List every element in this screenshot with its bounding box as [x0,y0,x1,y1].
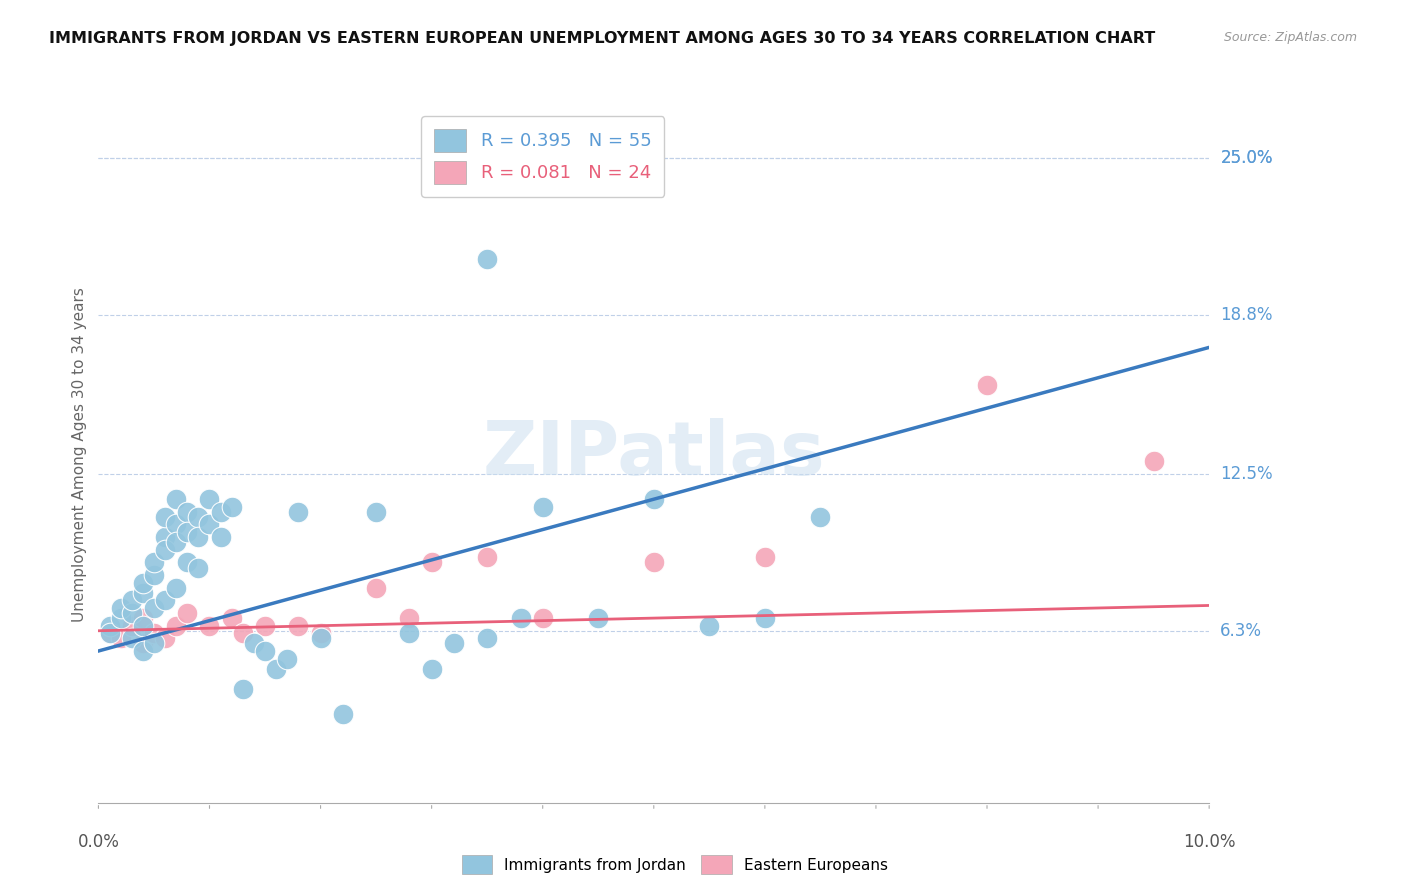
Point [187,509,209,524]
Point [287,505,309,519]
Point [198,492,221,507]
Point [588,611,610,625]
Point [976,378,998,392]
Point [121,618,143,632]
Point [187,560,209,574]
Point [121,593,143,607]
Point [121,632,143,646]
Point [243,636,266,650]
Point [699,618,721,632]
Point [176,556,198,570]
Point [221,500,243,514]
Point [153,593,176,607]
Point [198,618,221,632]
Point [209,505,232,519]
Point [143,568,166,582]
Point [420,662,443,676]
Legend: Immigrants from Jordan, Eastern Europeans: Immigrants from Jordan, Eastern European… [456,849,894,880]
Point [754,550,776,565]
Point [132,575,155,590]
Point [332,707,354,722]
Point [398,611,420,625]
Text: 10.0%: 10.0% [1182,833,1236,851]
Text: 25.0%: 25.0% [1220,149,1272,167]
Point [643,492,665,507]
Point [475,252,499,266]
Point [276,651,298,665]
Point [232,681,254,696]
Point [366,505,388,519]
Text: 25.0%: 25.0% [1220,149,1272,167]
Point [643,556,665,570]
Point [98,626,121,640]
Point [165,492,187,507]
Point [98,626,121,640]
Point [253,618,276,632]
Point [443,636,465,650]
Point [309,626,332,640]
Point [475,632,499,646]
Point [264,662,287,676]
Point [420,556,443,570]
Text: IMMIGRANTS FROM JORDAN VS EASTERN EUROPEAN UNEMPLOYMENT AMONG AGES 30 TO 34 YEAR: IMMIGRANTS FROM JORDAN VS EASTERN EUROPE… [49,31,1156,46]
Text: Source: ZipAtlas.com: Source: ZipAtlas.com [1223,31,1357,45]
Text: 6.3%: 6.3% [1220,622,1263,640]
Y-axis label: Unemployment Among Ages 30 to 34 years: Unemployment Among Ages 30 to 34 years [72,287,87,623]
Point [309,632,332,646]
Legend: R = 0.395   N = 55, R = 0.081   N = 24: R = 0.395 N = 55, R = 0.081 N = 24 [422,116,664,197]
Text: 0.0%: 0.0% [77,833,120,851]
Point [153,509,176,524]
Point [153,632,176,646]
Point [143,636,166,650]
Point [153,530,176,544]
Point [132,611,155,625]
Point [132,644,155,658]
Point [209,530,232,544]
Point [143,626,166,640]
Point [531,500,554,514]
Point [153,542,176,557]
Point [132,586,155,600]
Point [531,611,554,625]
Point [221,611,243,625]
Text: 18.8%: 18.8% [1220,305,1272,324]
Point [754,611,776,625]
Point [132,636,155,650]
Point [509,611,531,625]
Point [110,611,132,625]
Point [98,618,121,632]
Point [232,626,254,640]
Point [176,606,198,620]
Point [287,618,309,632]
Point [475,550,499,565]
Point [398,626,420,640]
Point [165,517,187,532]
Point [165,535,187,549]
Point [176,505,198,519]
Point [110,601,132,615]
Point [187,530,209,544]
Point [143,601,166,615]
Point [165,581,187,595]
Text: 12.5%: 12.5% [1220,465,1272,483]
Point [121,606,143,620]
Point [198,517,221,532]
Point [132,618,155,632]
Point [366,581,388,595]
Point [810,509,832,524]
Point [110,632,132,646]
Point [176,525,198,540]
Point [253,644,276,658]
Point [165,618,187,632]
Point [143,556,166,570]
Text: ZIPatlas: ZIPatlas [482,418,825,491]
Point [1143,454,1166,468]
